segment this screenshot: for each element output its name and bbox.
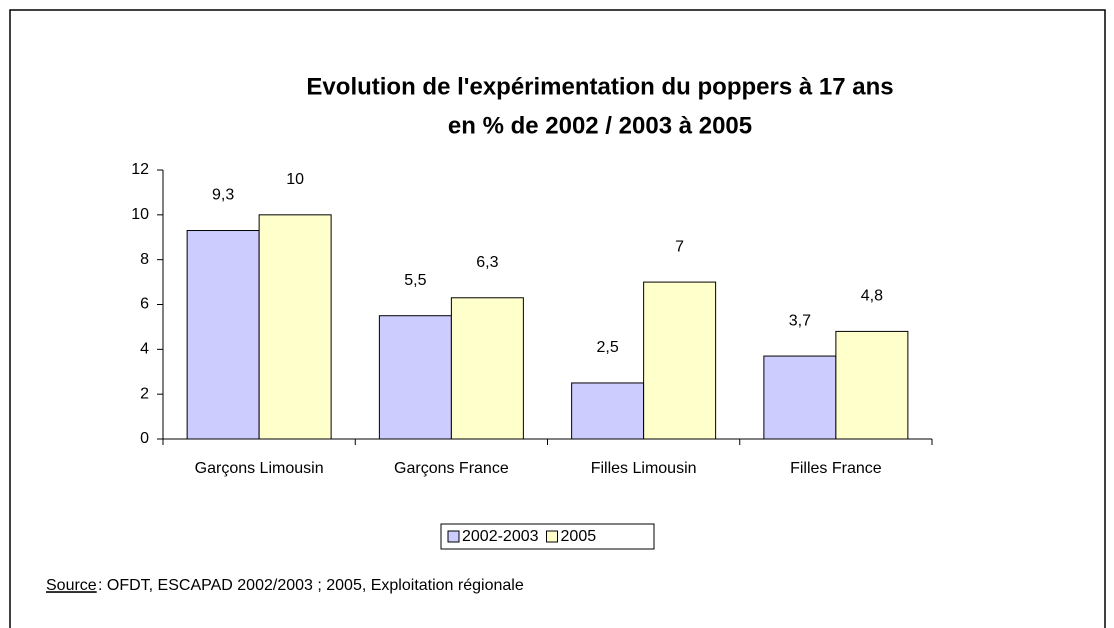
data-label: 10 bbox=[286, 171, 304, 188]
x-tick-label: Garçons France bbox=[394, 460, 509, 477]
legend-swatch bbox=[546, 530, 559, 543]
y-tick-label: 8 bbox=[140, 251, 149, 268]
x-tick-label: Filles France bbox=[790, 460, 882, 477]
source: : OFDT, ESCAPAD 2002/2003 ; 2005, Exploi… bbox=[98, 577, 524, 594]
legend-label: 2005 bbox=[561, 528, 597, 545]
y-tick-label: 0 bbox=[140, 430, 149, 447]
legend-swatch bbox=[447, 530, 460, 543]
x-tick-label: Garçons Limousin bbox=[195, 460, 324, 477]
legend-label: 2002-2003 bbox=[462, 528, 539, 545]
data-label: 2,5 bbox=[597, 339, 619, 356]
chart-title: en % de 2002 / 2003 à 2005 bbox=[448, 112, 752, 139]
x-tick-label: Filles Limousin bbox=[591, 460, 697, 477]
data-label: 6,3 bbox=[476, 254, 498, 271]
source-label: Source bbox=[46, 577, 97, 594]
data-label: 9,3 bbox=[212, 187, 234, 204]
y-tick-label: 6 bbox=[140, 296, 149, 313]
bar bbox=[378, 315, 452, 440]
bar bbox=[450, 297, 524, 440]
chart-title: Evolution de l'expérimentation du popper… bbox=[306, 73, 893, 100]
y-tick-label: 2 bbox=[140, 385, 149, 402]
bar bbox=[258, 214, 332, 440]
data-label: 3,7 bbox=[789, 312, 811, 329]
bar bbox=[643, 281, 717, 440]
bar bbox=[186, 230, 260, 440]
bar bbox=[763, 355, 837, 440]
y-tick-label: 12 bbox=[131, 161, 149, 178]
data-label: 7 bbox=[675, 238, 684, 255]
bar bbox=[571, 382, 645, 440]
data-label: 4,8 bbox=[861, 288, 883, 305]
y-tick-label: 10 bbox=[131, 206, 149, 223]
bar bbox=[835, 330, 909, 440]
frame bbox=[9, 9, 1106, 628]
y-tick-label: 4 bbox=[140, 341, 149, 358]
data-label: 5,5 bbox=[404, 272, 426, 289]
